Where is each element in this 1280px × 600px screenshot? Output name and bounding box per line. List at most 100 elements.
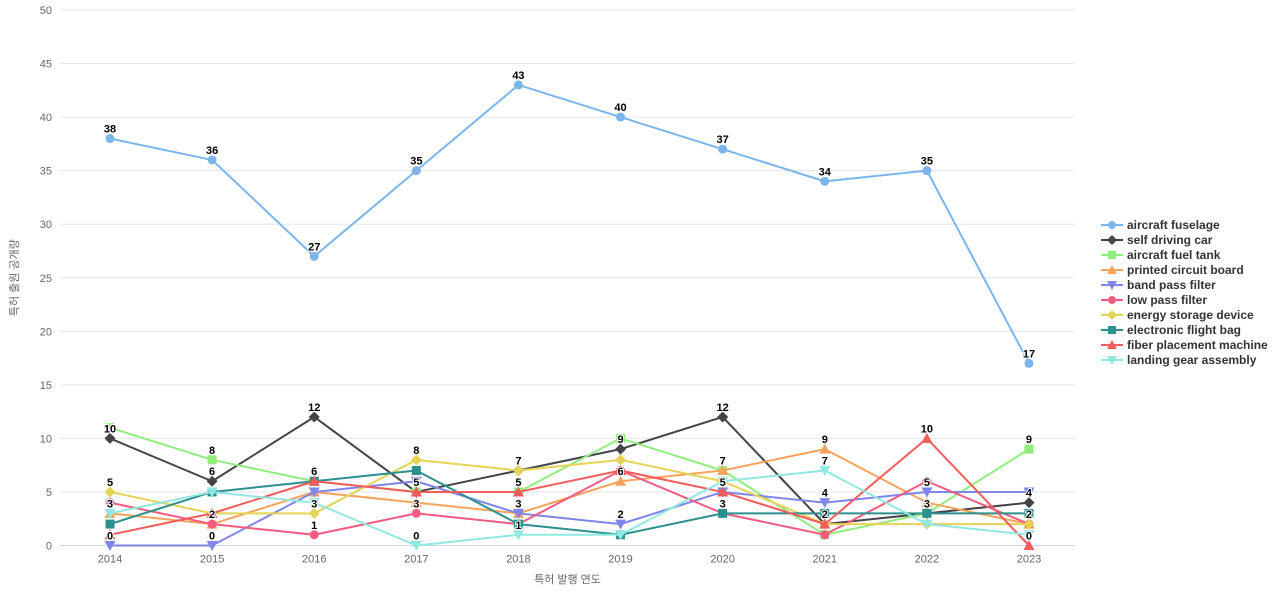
data-point-marker[interactable] bbox=[718, 144, 728, 154]
data-point-marker[interactable] bbox=[820, 530, 830, 540]
legend-item-label: electronic flight bag bbox=[1127, 322, 1242, 337]
data-point-marker[interactable] bbox=[512, 465, 524, 477]
data-point-marker[interactable] bbox=[411, 166, 421, 176]
data-point-marker[interactable] bbox=[1023, 497, 1035, 509]
data-point-marker[interactable] bbox=[308, 475, 320, 486]
data-point-marker[interactable] bbox=[717, 476, 729, 487]
data-label: 2 bbox=[822, 509, 828, 521]
data-point-marker[interactable] bbox=[512, 486, 524, 497]
data-point-marker[interactable] bbox=[1024, 358, 1034, 368]
data-point-marker[interactable] bbox=[410, 476, 422, 487]
data-point-marker[interactable] bbox=[1023, 530, 1035, 541]
data-label: 34 bbox=[819, 166, 832, 178]
y-axis-tick-label: 35 bbox=[40, 166, 52, 178]
data-point-marker[interactable] bbox=[105, 519, 115, 529]
triangle-legend-marker-icon bbox=[1100, 263, 1124, 277]
data-point-marker[interactable] bbox=[104, 508, 116, 519]
data-point-marker[interactable] bbox=[1024, 444, 1034, 454]
legend-item-self-driving-car[interactable]: self driving car bbox=[1100, 232, 1268, 247]
data-point-marker[interactable] bbox=[308, 498, 320, 509]
data-point-marker[interactable] bbox=[615, 454, 627, 466]
data-point-marker[interactable] bbox=[922, 508, 932, 518]
legend-item-energy-storage-device[interactable]: energy storage device bbox=[1100, 307, 1268, 322]
data-point-marker[interactable] bbox=[1023, 540, 1035, 550]
data-point-marker[interactable] bbox=[104, 432, 116, 444]
data-point-marker[interactable] bbox=[820, 176, 830, 186]
data-point-marker[interactable] bbox=[308, 487, 320, 498]
data-point-marker[interactable] bbox=[410, 486, 422, 497]
series-line bbox=[109, 458, 1029, 526]
data-point-marker[interactable] bbox=[104, 486, 116, 498]
data-label: 5 bbox=[413, 477, 419, 489]
data-point-marker[interactable] bbox=[718, 508, 728, 518]
data-label: 1 bbox=[515, 520, 521, 532]
data-point-marker[interactable] bbox=[615, 530, 627, 541]
data-point-marker[interactable] bbox=[410, 454, 422, 466]
legend-item-aircraft-fuselage[interactable]: aircraft fuselage bbox=[1100, 217, 1268, 232]
data-point-marker[interactable] bbox=[105, 134, 115, 144]
legend-item-printed-circuit-board[interactable]: printed circuit board bbox=[1100, 262, 1268, 277]
data-point-marker[interactable] bbox=[309, 251, 319, 261]
data-point-marker[interactable] bbox=[921, 497, 933, 508]
data-point-marker[interactable] bbox=[308, 507, 320, 519]
data-point-marker[interactable] bbox=[105, 423, 115, 433]
data-point-marker[interactable] bbox=[1023, 518, 1035, 530]
data-point-marker[interactable] bbox=[717, 465, 729, 476]
data-label: 6 bbox=[209, 466, 215, 478]
data-point-marker[interactable] bbox=[717, 486, 729, 497]
data-label: 3 bbox=[720, 498, 726, 510]
data-point-marker[interactable] bbox=[820, 508, 830, 518]
data-point-marker[interactable] bbox=[615, 475, 627, 486]
data-point-marker[interactable] bbox=[1024, 508, 1034, 518]
data-point-marker[interactable] bbox=[819, 518, 831, 529]
data-point-marker[interactable] bbox=[921, 432, 933, 443]
data-label: 38 bbox=[104, 124, 116, 136]
data-point-marker[interactable] bbox=[308, 411, 320, 423]
series-landing-gear-assembly bbox=[104, 466, 1035, 551]
data-point-marker[interactable] bbox=[513, 80, 523, 90]
data-point-marker[interactable] bbox=[206, 507, 218, 518]
legend-item-landing-gear-assembly[interactable]: landing gear assembly bbox=[1100, 352, 1268, 367]
data-point-marker[interactable] bbox=[615, 519, 627, 530]
data-point-marker[interactable] bbox=[104, 529, 116, 540]
data-point-marker[interactable] bbox=[922, 476, 932, 486]
data-point-marker[interactable] bbox=[207, 519, 217, 529]
data-point-marker[interactable] bbox=[615, 465, 627, 476]
legend-item-aircraft-fuel-tank[interactable]: aircraft fuel tank bbox=[1100, 247, 1268, 262]
data-point-marker[interactable] bbox=[207, 155, 217, 165]
x-axis-tick-label: 2014 bbox=[98, 554, 122, 566]
y-axis-tick-label: 25 bbox=[40, 273, 52, 285]
data-point-marker[interactable] bbox=[410, 541, 422, 551]
data-point-marker[interactable] bbox=[411, 466, 421, 476]
y-axis-tick-label: 20 bbox=[40, 326, 52, 338]
data-point-marker[interactable] bbox=[819, 466, 831, 477]
data-point-marker[interactable] bbox=[512, 530, 524, 541]
data-point-marker[interactable] bbox=[206, 541, 218, 551]
legend-item-band-pass-filter[interactable]: band pass filter bbox=[1100, 277, 1268, 292]
data-point-marker[interactable] bbox=[615, 443, 627, 455]
legend-item-fiber-placement-machine[interactable]: fiber placement machine bbox=[1100, 337, 1268, 352]
data-point-marker[interactable] bbox=[513, 519, 523, 529]
legend-item-low-pass-filter[interactable]: low pass filter bbox=[1100, 292, 1268, 307]
data-point-marker[interactable] bbox=[309, 530, 319, 540]
data-point-marker[interactable] bbox=[105, 498, 115, 508]
data-point-marker[interactable] bbox=[921, 487, 933, 498]
data-point-marker[interactable] bbox=[206, 475, 218, 487]
legend-item-electronic-flight-bag[interactable]: electronic flight bag bbox=[1100, 322, 1268, 337]
data-point-marker[interactable] bbox=[922, 166, 932, 176]
data-point-marker[interactable] bbox=[104, 541, 116, 551]
data-point-marker[interactable] bbox=[921, 519, 933, 530]
data-point-marker[interactable] bbox=[616, 433, 626, 443]
diamond-legend-marker-icon bbox=[1100, 233, 1124, 247]
data-point-marker[interactable] bbox=[410, 497, 422, 508]
data-point-marker[interactable] bbox=[512, 508, 524, 519]
data-point-marker[interactable] bbox=[717, 411, 729, 423]
data-point-marker[interactable] bbox=[207, 455, 217, 465]
data-point-marker[interactable] bbox=[411, 508, 421, 518]
data-point-marker[interactable] bbox=[1023, 487, 1035, 498]
data-label: 6 bbox=[311, 466, 317, 478]
data-point-marker[interactable] bbox=[616, 112, 626, 122]
data-point-marker[interactable] bbox=[819, 498, 831, 509]
data-point-marker[interactable] bbox=[819, 443, 831, 454]
data-point-marker[interactable] bbox=[206, 487, 218, 498]
